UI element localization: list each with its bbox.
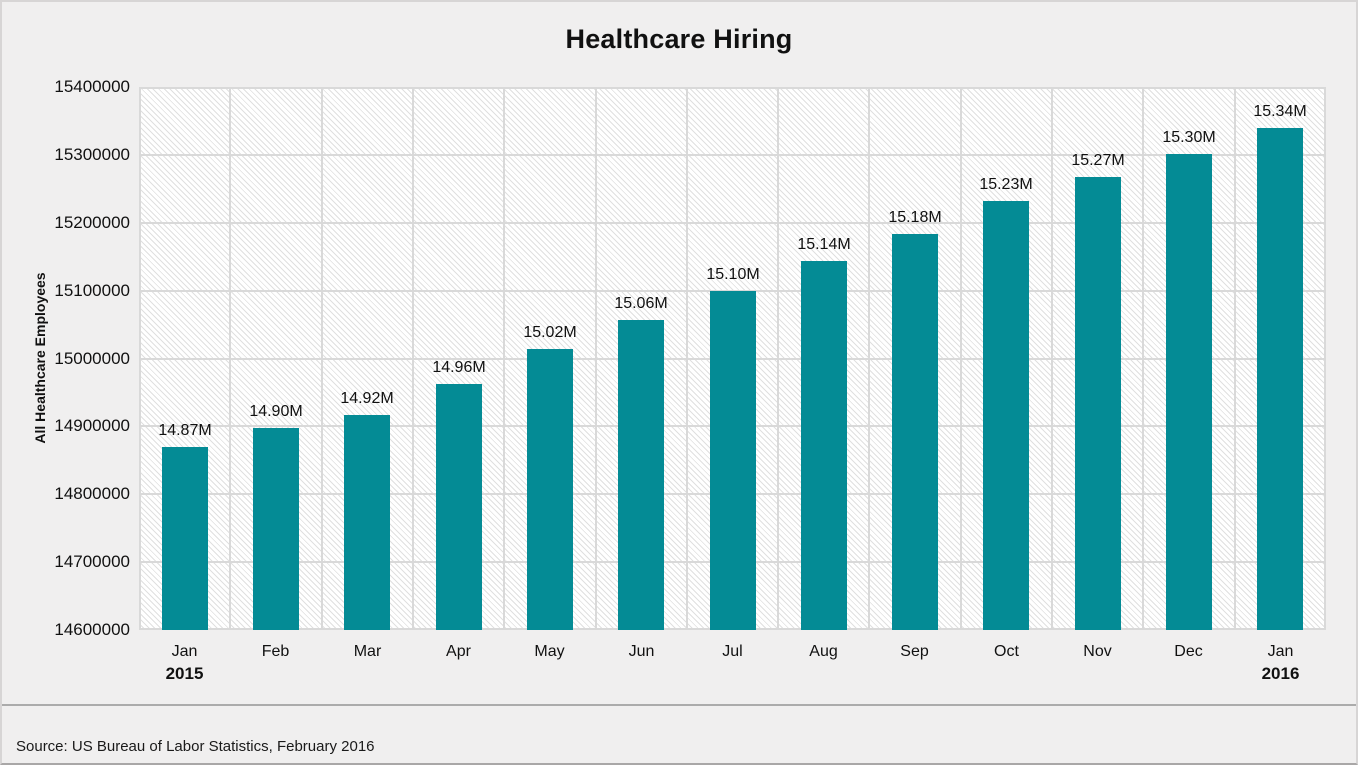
- bar: [436, 384, 482, 630]
- bar: [892, 234, 938, 630]
- bar: [162, 447, 208, 630]
- x-tick-label: Oct: [994, 643, 1019, 660]
- vertical-gridline: [321, 87, 323, 630]
- x-tick-label: Apr: [446, 643, 471, 660]
- bar-value-label: 15.23M: [979, 176, 1033, 193]
- vertical-gridline: [503, 87, 505, 630]
- footer-separator: [2, 704, 1356, 706]
- x-tick-label: Jan: [171, 643, 198, 660]
- x-tick-label: Jun: [628, 643, 655, 660]
- bar-value-label: 15.06M: [614, 295, 668, 312]
- vertical-gridline: [412, 87, 414, 630]
- x-tick-label: Jul: [722, 643, 743, 660]
- vertical-gridline: [1051, 87, 1053, 630]
- x-tick-label: Aug: [809, 643, 838, 660]
- y-tick-label: 14800000: [54, 484, 130, 504]
- y-tick-label: 14900000: [54, 416, 130, 436]
- source-note: Source: US Bureau of Labor Statistics, F…: [16, 738, 375, 755]
- x-axis-year-label: 2016: [1261, 664, 1300, 683]
- bar-value-label: 15.34M: [1253, 103, 1307, 120]
- bar: [1166, 154, 1212, 630]
- vertical-gridline: [686, 87, 688, 630]
- x-tick-label: Nov: [1083, 643, 1112, 660]
- y-tick-label: 14700000: [54, 552, 130, 572]
- chart-title: Healthcare Hiring: [565, 24, 793, 54]
- bar: [983, 201, 1029, 630]
- bar-value-label: 14.87M: [158, 422, 212, 439]
- bar: [710, 291, 756, 630]
- bar-value-label: 15.02M: [523, 324, 577, 341]
- plot-area: 14.87M 14.90M 14.92M 14.96M 15.02M 15.06M 15.1…: [139, 87, 1326, 630]
- y-tick-label: 15000000: [54, 348, 130, 368]
- y-tick-label: 15200000: [54, 212, 130, 232]
- x-tick-label: Mar: [353, 643, 382, 660]
- x-tick-label: Dec: [1174, 643, 1203, 660]
- bar-value-label: 14.92M: [340, 390, 394, 407]
- x-tick-label: Jan: [1267, 643, 1294, 660]
- horizontal-gridline: [139, 87, 1326, 89]
- bar-value-label: 15.30M: [1162, 129, 1216, 146]
- bar-value-label: 15.18M: [888, 209, 942, 226]
- vertical-gridline: [1142, 87, 1144, 630]
- bar-value-label: 15.14M: [797, 236, 851, 253]
- vertical-gridline: [960, 87, 962, 630]
- vertical-gridline: [868, 87, 870, 630]
- y-tick-label: 14600000: [54, 620, 130, 639]
- vertical-gridline: [777, 87, 779, 630]
- x-tick-label: Feb: [261, 643, 290, 660]
- vertical-gridline: [595, 87, 597, 630]
- bar: [1075, 177, 1121, 630]
- vertical-gridline: [229, 87, 231, 630]
- bar: [253, 428, 299, 630]
- vertical-gridline: [1234, 87, 1236, 630]
- bar: [344, 415, 390, 630]
- y-tick-label: 15400000: [54, 77, 130, 96]
- bar: [527, 349, 573, 630]
- bar: [618, 320, 664, 630]
- bar: [1257, 128, 1303, 630]
- bar-value-label: 14.96M: [432, 359, 486, 376]
- y-tick-label: 15300000: [54, 144, 130, 164]
- vertical-gridline: [1324, 87, 1326, 630]
- horizontal-gridline: [139, 154, 1326, 156]
- y-tick-label: 15100000: [54, 280, 130, 300]
- bar-value-label: 15.27M: [1071, 152, 1125, 169]
- x-axis-year-label: 2015: [165, 664, 204, 683]
- horizontal-gridline: [139, 222, 1326, 224]
- bar-value-label: 14.90M: [249, 403, 303, 420]
- x-tick-label: May: [534, 643, 565, 660]
- bar: [801, 261, 847, 630]
- x-tick-label: Sep: [900, 643, 929, 660]
- bar-value-label: 15.10M: [706, 266, 760, 283]
- vertical-gridline: [139, 87, 141, 630]
